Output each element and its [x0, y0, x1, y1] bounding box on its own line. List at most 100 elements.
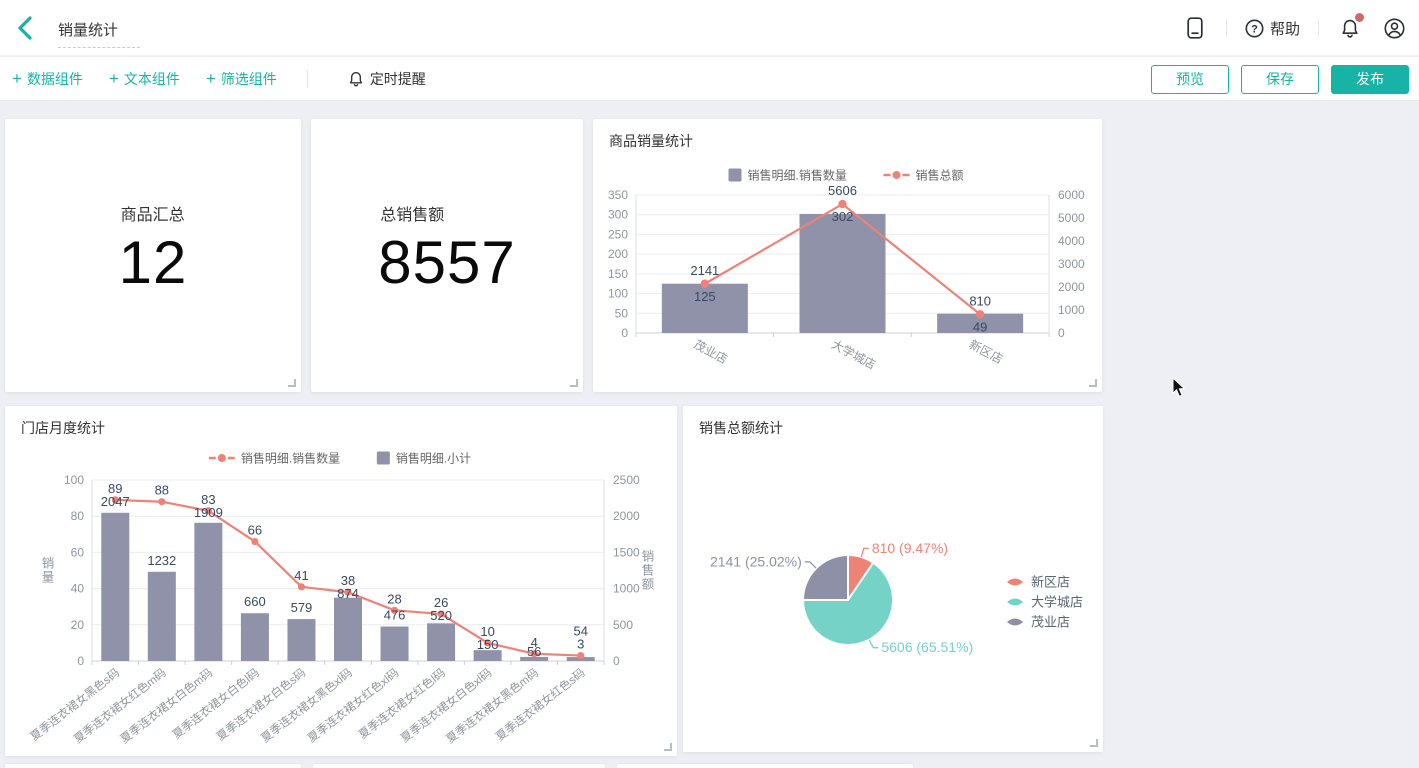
svg-text:5606 (65.51%): 5606 (65.51%) — [881, 639, 973, 655]
svg-text:41: 41 — [294, 568, 308, 583]
partial-card[interactable] — [5, 764, 301, 768]
bell-icon — [1342, 19, 1358, 38]
user-avatar-icon — [1384, 18, 1404, 38]
kpi-value: 12 — [118, 229, 188, 296]
svg-text:302: 302 — [832, 209, 854, 224]
svg-text:89: 89 — [108, 481, 122, 496]
svg-text:5000: 5000 — [1058, 211, 1085, 225]
svg-text:88: 88 — [155, 483, 169, 498]
resize-handle[interactable] — [1089, 379, 1097, 387]
help-button[interactable]: ? 帮助 — [1245, 18, 1300, 39]
svg-text:26: 26 — [434, 595, 448, 610]
add-filter-widget-button[interactable]: + 筛选组件 — [206, 69, 277, 89]
svg-text:2047: 2047 — [101, 494, 130, 509]
add-text-widget-button[interactable]: + 文本组件 — [109, 69, 180, 89]
svg-text:新区店: 新区店 — [967, 336, 1006, 366]
back-button[interactable] — [13, 14, 39, 42]
svg-text:0: 0 — [77, 654, 84, 668]
resize-handle[interactable] — [570, 379, 578, 387]
dashboard-canvas: 商品汇总 12 总销售额 8557 商品销量统计 销售明细.销售数量 销售总额 0 5… — [0, 101, 1419, 768]
kpi-card-product-summary[interactable]: 商品汇总 12 — [5, 119, 301, 392]
bar-line-chart-product-sales: 销售明细.销售数量 销售总额 0 50 100 150 200 250 300 350 0 1000 2… — [608, 168, 1085, 373]
svg-text:874: 874 — [337, 586, 359, 601]
partial-card[interactable] — [617, 764, 913, 768]
svg-text:49: 49 — [973, 319, 987, 334]
svg-text:579: 579 — [291, 600, 313, 615]
plus-icon: + — [205, 69, 216, 88]
app-header: 销量统计 ? 帮助 — [0, 0, 1419, 56]
header-divider — [1225, 20, 1227, 36]
chart-title: 门店月度统计 — [21, 420, 105, 436]
add-text-widget-label: 文本组件 — [123, 70, 180, 87]
chart-card-store-monthly[interactable]: 门店月度统计 销售明细.销售数量 销售明细.小计 0 20 40 60 80 100 0 500 1… — [5, 406, 677, 756]
svg-text:销量: 销量 — [42, 557, 55, 585]
svg-text:6000: 6000 — [1058, 188, 1085, 202]
kpi-value: 8557 — [378, 229, 516, 296]
publish-button[interactable]: 发布 — [1331, 65, 1409, 94]
mobile-phone-icon — [1187, 17, 1203, 39]
svg-text:500: 500 — [613, 618, 633, 632]
svg-text:60: 60 — [71, 545, 85, 559]
svg-text:夏季连衣裙女红色l码: 夏季连衣裙女红色l码 — [356, 665, 448, 741]
svg-text:1000: 1000 — [613, 582, 640, 596]
svg-text:销售额: 销售额 — [642, 550, 655, 592]
svg-text:2500: 2500 — [613, 473, 640, 487]
svg-text:0: 0 — [621, 326, 628, 340]
svg-text:大学城店: 大学城店 — [1031, 595, 1083, 610]
svg-text:250: 250 — [608, 227, 628, 241]
svg-text:2000: 2000 — [1058, 280, 1085, 294]
chart-card-sales-total[interactable]: 销售总额统计 810 (9.47%) 5606 (65.51%) 2141 (25.… — [683, 406, 1103, 752]
scheduled-reminder-button[interactable]: 定时提醒 — [348, 69, 426, 89]
svg-text:4000: 4000 — [1058, 234, 1085, 248]
svg-text:125: 125 — [694, 289, 716, 304]
partial-card[interactable] — [313, 764, 605, 768]
svg-text:茂业店: 茂业店 — [691, 337, 729, 366]
resize-handle[interactable] — [664, 743, 672, 751]
svg-text:销售明细.销售数量: 销售明细.销售数量 — [747, 168, 846, 183]
kpi-card-total-sales[interactable]: 总销售额 8557 — [311, 119, 583, 392]
svg-text:4: 4 — [531, 635, 538, 650]
svg-text:3: 3 — [577, 637, 584, 652]
header-divider — [1318, 20, 1319, 36]
svg-text:销售明细.销售数量: 销售明细.销售数量 — [241, 451, 340, 466]
svg-text:810 (9.47%): 810 (9.47%) — [872, 540, 948, 556]
svg-text:66: 66 — [248, 523, 262, 538]
svg-text:150: 150 — [608, 267, 628, 281]
svg-text:520: 520 — [430, 608, 452, 623]
svg-text:476: 476 — [384, 608, 406, 623]
designer-toolbar: + 数据组件 + 文本组件 + 筛选组件 定时提醒 预览 保存 发布 — [0, 57, 1419, 101]
add-filter-widget-label: 筛选组件 — [220, 70, 277, 87]
resize-handle[interactable] — [1090, 739, 1098, 747]
svg-text:1232: 1232 — [147, 553, 176, 568]
add-data-widget-button[interactable]: + 数据组件 — [12, 69, 83, 89]
kpi-title: 商品汇总 — [120, 207, 185, 224]
add-data-widget-label: 数据组件 — [26, 70, 83, 87]
chart-card-product-sales[interactable]: 商品销量统计 销售明细.销售数量 销售总额 0 50 100 150 200 250 300 35… — [593, 119, 1102, 392]
notifications-button[interactable] — [1337, 13, 1364, 41]
scheduled-reminder-label: 定时提醒 — [369, 70, 426, 87]
svg-text:54: 54 — [573, 624, 587, 639]
svg-text:大学城店: 大学城店 — [829, 336, 878, 372]
account-button[interactable] — [1381, 15, 1407, 41]
svg-text:茂业店: 茂业店 — [1031, 615, 1070, 630]
svg-text:350: 350 — [608, 188, 628, 202]
svg-text:新区店: 新区店 — [1031, 575, 1070, 590]
svg-text:?: ? — [1251, 23, 1258, 35]
plus-icon: + — [108, 69, 119, 88]
svg-text:38: 38 — [341, 573, 355, 588]
save-button[interactable]: 保存 — [1241, 65, 1319, 94]
svg-text:50: 50 — [615, 306, 629, 320]
mobile-preview-button[interactable] — [1182, 15, 1208, 41]
svg-text:150: 150 — [477, 637, 499, 652]
svg-text:销售总额: 销售总额 — [915, 168, 963, 183]
back-chevron-icon — [18, 16, 32, 40]
svg-text:1909: 1909 — [194, 505, 223, 520]
svg-text:销售明细.小计: 销售明细.小计 — [396, 451, 471, 466]
svg-text:夏季连衣裙女白色s码: 夏季连衣裙女白色s码 — [214, 665, 309, 743]
svg-text:660: 660 — [244, 594, 266, 609]
preview-button[interactable]: 预览 — [1151, 65, 1229, 94]
resize-handle[interactable] — [288, 379, 296, 387]
dashboard-title-input[interactable]: 销量统计 — [58, 19, 140, 48]
svg-text:2141: 2141 — [690, 263, 719, 278]
notification-badge — [1355, 13, 1364, 22]
